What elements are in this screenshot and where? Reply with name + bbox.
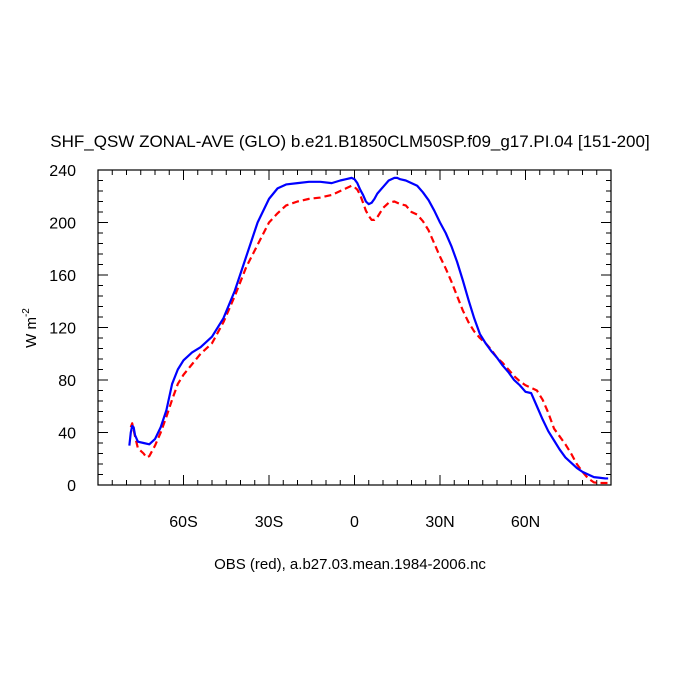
y-tick-label: 0 [67, 478, 76, 495]
x-axis-label: OBS (red), a.b27.03.mean.1984-2006.nc [214, 556, 486, 573]
y-axis-label-superscript: -2 [21, 308, 32, 317]
y-tick-label: 120 [49, 321, 76, 338]
x-tick-label: 60S [169, 514, 197, 531]
x-tick-label: 60N [511, 514, 540, 531]
series-line-1 [128, 176, 609, 480]
x-tick-label: 0 [350, 514, 359, 531]
y-axis-label-main: W m [23, 317, 40, 348]
y-axis-label: W m-2 [21, 308, 40, 348]
series-line-2 [129, 184, 609, 485]
y-tick-label: 200 [49, 216, 76, 233]
y-tick-label: 160 [49, 268, 76, 285]
plot-frame [97, 169, 612, 486]
y-tick-label: 40 [58, 426, 76, 443]
axis-ticks: 60S 30S 0 30N 60N 0 40 80 120 160 200 240 [49, 163, 611, 531]
y-tick-label: 80 [58, 373, 76, 390]
series-layer [128, 176, 609, 485]
y-tick-label: 240 [49, 163, 76, 180]
chart-title: SHF_QSW ZONAL-AVE (GLO) b.e21.B1850CLM50… [50, 132, 649, 151]
x-tick-label: 30N [425, 514, 454, 531]
x-tick-label: 30S [255, 514, 283, 531]
